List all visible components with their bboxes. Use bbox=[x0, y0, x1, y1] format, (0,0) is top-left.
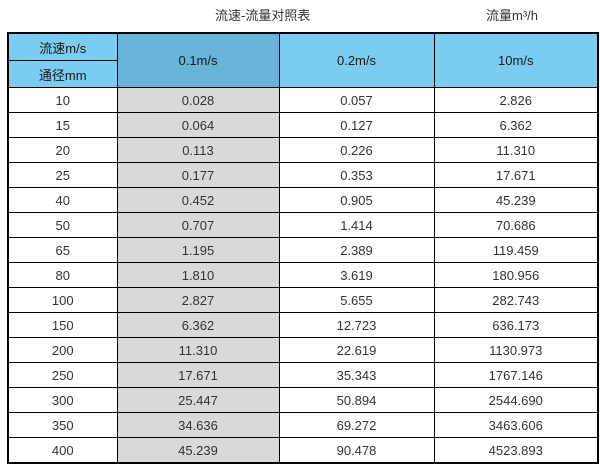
table-row: 10 0.028 0.057 2.826 bbox=[7, 87, 599, 113]
diameter-cell: 20 bbox=[7, 137, 118, 163]
flow-cell-0-1ms: 17.671 bbox=[116, 362, 280, 388]
diameter-cell: 65 bbox=[7, 237, 118, 263]
corner-diameter-label: 通径mm bbox=[7, 60, 118, 88]
table-row: 300 25.447 50.894 2544.690 bbox=[7, 387, 599, 413]
flow-cell-10ms: 45.239 bbox=[433, 187, 599, 213]
flow-cell-10ms: 70.686 bbox=[433, 212, 599, 238]
diameter-cell: 40 bbox=[7, 187, 118, 213]
diameter-cell: 10 bbox=[7, 87, 118, 113]
flow-cell-0-1ms: 11.310 bbox=[116, 337, 280, 363]
table-body: 10 0.028 0.057 2.826 15 0.064 0.127 6.36… bbox=[7, 87, 599, 464]
table-row: 200 11.310 22.619 1130.973 bbox=[7, 337, 599, 363]
diameter-cell: 300 bbox=[7, 387, 118, 413]
header-row-bottom: 通径mm bbox=[7, 60, 598, 88]
diameter-cell: 400 bbox=[7, 437, 118, 464]
flow-cell-0-1ms: 0.707 bbox=[116, 212, 280, 238]
flow-cell-0-2ms: 3.619 bbox=[278, 262, 435, 288]
table-row: 50 0.707 1.414 70.686 bbox=[7, 212, 599, 238]
diameter-cell: 350 bbox=[7, 412, 118, 438]
table-row: 400 45.239 90.478 4523.893 bbox=[7, 437, 599, 464]
flow-cell-10ms: 282.743 bbox=[433, 287, 599, 313]
flow-cell-0-2ms: 5.655 bbox=[278, 287, 435, 313]
flow-cell-0-2ms: 69.272 bbox=[278, 412, 435, 438]
table-row: 40 0.452 0.905 45.239 bbox=[7, 187, 599, 213]
flow-cell-0-1ms: 1.195 bbox=[116, 237, 280, 263]
table-title: 流速-流量对照表 bbox=[215, 8, 311, 23]
flow-cell-10ms: 3463.606 bbox=[433, 412, 599, 438]
diameter-cell: 200 bbox=[7, 337, 118, 363]
table-row: 80 1.810 3.619 180.956 bbox=[7, 262, 599, 288]
flow-cell-0-2ms: 0.905 bbox=[278, 187, 435, 213]
flow-cell-0-2ms: 0.226 bbox=[278, 137, 435, 163]
flow-cell-0-2ms: 1.414 bbox=[278, 212, 435, 238]
diameter-cell: 25 bbox=[7, 162, 118, 188]
diameter-cell: 15 bbox=[7, 112, 118, 138]
velocity-flow-table: 流速m/s 0.1m/s 0.2m/s 10m/s 通径mm 10 0.028 … bbox=[7, 32, 599, 464]
flow-cell-0-1ms: 0.028 bbox=[116, 87, 280, 113]
flow-cell-0-2ms: 35.343 bbox=[278, 362, 435, 388]
flow-cell-0-2ms: 50.894 bbox=[278, 387, 435, 413]
diameter-cell: 150 bbox=[7, 312, 118, 338]
page-header: 流速-流量对照表 流量m³/h bbox=[0, 0, 600, 32]
flow-cell-10ms: 636.173 bbox=[433, 312, 599, 338]
table-row: 65 1.195 2.389 119.459 bbox=[7, 237, 599, 263]
diameter-cell: 80 bbox=[7, 262, 118, 288]
flow-cell-0-1ms: 25.447 bbox=[116, 387, 280, 413]
column-header-0-1ms: 0.1m/s bbox=[116, 32, 280, 88]
flow-cell-0-1ms: 34.636 bbox=[116, 412, 280, 438]
table-row: 250 17.671 35.343 1767.146 bbox=[7, 362, 599, 388]
column-header-0-2ms: 0.2m/s bbox=[278, 32, 435, 88]
flow-cell-10ms: 1130.973 bbox=[433, 337, 599, 363]
flow-cell-0-2ms: 90.478 bbox=[278, 437, 435, 464]
flow-cell-0-1ms: 0.452 bbox=[116, 187, 280, 213]
flow-cell-0-1ms: 0.113 bbox=[116, 137, 280, 163]
corner-velocity-label: 流速m/s bbox=[7, 32, 118, 61]
flow-cell-0-1ms: 0.064 bbox=[116, 112, 280, 138]
flow-cell-0-2ms: 2.389 bbox=[278, 237, 435, 263]
flow-cell-0-2ms: 0.127 bbox=[278, 112, 435, 138]
diameter-cell: 50 bbox=[7, 212, 118, 238]
table-row: 15 0.064 0.127 6.362 bbox=[7, 112, 599, 138]
flow-cell-10ms: 119.459 bbox=[433, 237, 599, 263]
table-header: 流速m/s 0.1m/s 0.2m/s 10m/s 通径mm bbox=[7, 32, 599, 88]
flow-cell-0-2ms: 12.723 bbox=[278, 312, 435, 338]
header-row-top: 流速m/s 0.1m/s 0.2m/s 10m/s bbox=[7, 32, 599, 88]
flow-cell-10ms: 6.362 bbox=[433, 112, 599, 138]
table-row: 350 34.636 69.272 3463.606 bbox=[7, 412, 599, 438]
flow-cell-0-2ms: 0.057 bbox=[278, 87, 435, 113]
flow-cell-0-2ms: 22.619 bbox=[278, 337, 435, 363]
flow-rate-unit-label: 流量m³/h bbox=[486, 8, 539, 23]
flow-cell-10ms: 180.956 bbox=[433, 262, 599, 288]
table-row: 150 6.362 12.723 636.173 bbox=[7, 312, 599, 338]
flow-cell-10ms: 1767.146 bbox=[433, 362, 599, 388]
flow-cell-10ms: 4523.893 bbox=[433, 437, 599, 464]
flow-cell-0-1ms: 6.362 bbox=[116, 312, 280, 338]
column-header-10ms: 10m/s bbox=[433, 32, 599, 88]
flow-cell-0-1ms: 0.177 bbox=[116, 162, 280, 188]
flow-cell-10ms: 2544.690 bbox=[433, 387, 599, 413]
flow-cell-0-1ms: 45.239 bbox=[116, 437, 280, 464]
flow-cell-0-1ms: 2.827 bbox=[116, 287, 280, 313]
diameter-cell: 100 bbox=[7, 287, 118, 313]
flow-cell-0-1ms: 1.810 bbox=[116, 262, 280, 288]
table-row: 25 0.177 0.353 17.671 bbox=[7, 162, 599, 188]
flow-cell-0-2ms: 0.353 bbox=[278, 162, 435, 188]
flow-cell-10ms: 11.310 bbox=[433, 137, 599, 163]
table-row: 20 0.113 0.226 11.310 bbox=[7, 137, 599, 163]
diameter-cell: 250 bbox=[7, 362, 118, 388]
flow-cell-10ms: 17.671 bbox=[433, 162, 599, 188]
flow-cell-10ms: 2.826 bbox=[433, 87, 599, 113]
table-row: 100 2.827 5.655 282.743 bbox=[7, 287, 599, 313]
